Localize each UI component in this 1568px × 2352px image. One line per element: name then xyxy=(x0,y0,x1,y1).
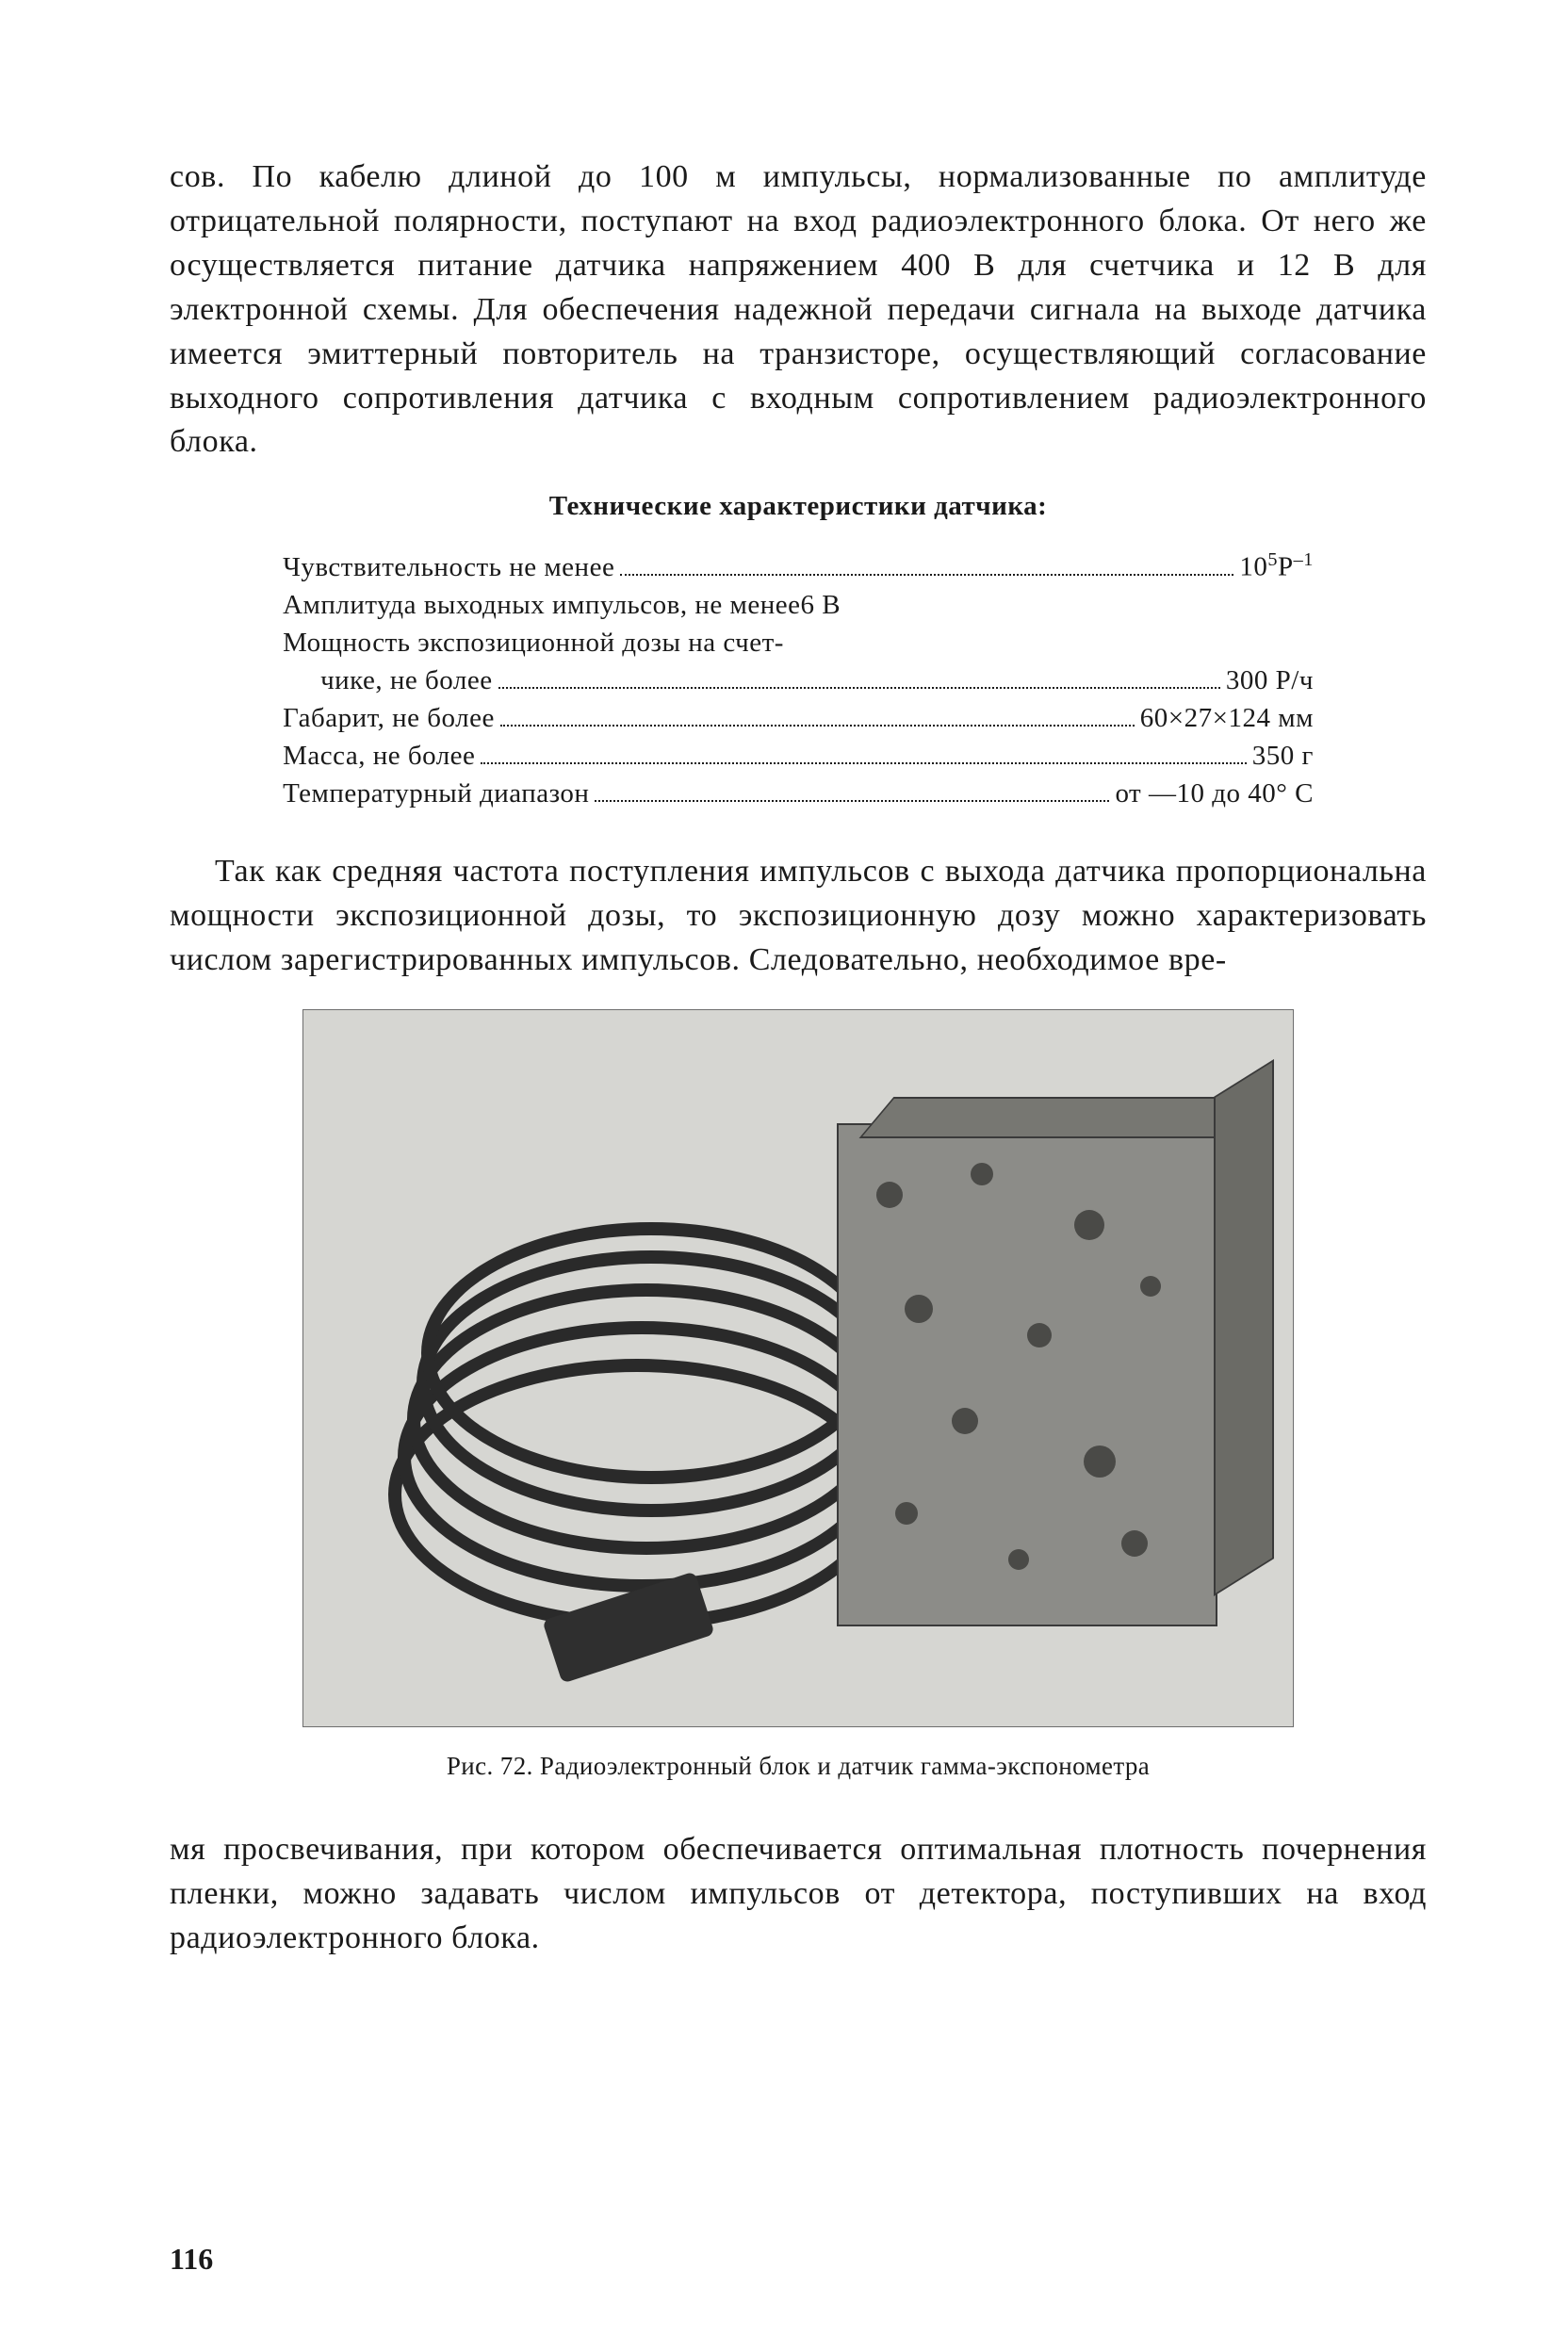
device-box-side xyxy=(1214,1059,1274,1596)
box-spot xyxy=(905,1295,933,1323)
spec-value: 60×27×124 мм xyxy=(1140,699,1314,737)
spec-value: 300 Р/ч xyxy=(1226,662,1314,699)
paragraph-1: сов. По кабелю длиной до 100 м импульсы,… xyxy=(170,155,1427,465)
spec-label: Габарит, не более xyxy=(283,699,495,737)
spec-row: Габарит, не более 60×27×124 мм xyxy=(283,699,1314,737)
box-spot xyxy=(1008,1549,1029,1570)
spec-label: Температурный диапазон xyxy=(283,775,589,812)
spec-label: Масса, не более xyxy=(283,737,475,775)
spec-row: Масса, не более 350 г xyxy=(283,737,1314,775)
paragraph-3: мя просвечивания, при котором обеспечива… xyxy=(170,1828,1427,1961)
specs-table: Чувствительность не менее105Р–1Амплитуда… xyxy=(283,547,1314,812)
spec-row: Амплитуда выходных импульсов, не менее 6… xyxy=(283,586,1314,624)
spec-dots xyxy=(620,552,1233,576)
paragraph-2: Так как средняя частота поступления импу… xyxy=(170,850,1427,983)
box-spot xyxy=(952,1408,978,1434)
page-number: 116 xyxy=(170,2242,213,2277)
coil-ring xyxy=(421,1222,881,1484)
box-spot xyxy=(1140,1276,1161,1297)
spec-label: чике, не более xyxy=(283,662,493,699)
figure-72: Рис. 72. Радиоэлектронный блок и датчик … xyxy=(170,1009,1427,1781)
spec-dots xyxy=(498,665,1220,689)
figure-caption: Рис. 72. Радиоэлектронный блок и датчик … xyxy=(170,1752,1427,1781)
cable-coil xyxy=(388,1227,878,1623)
spec-dots xyxy=(481,741,1246,764)
box-spot xyxy=(1074,1210,1104,1240)
spec-label: Чувствительность не менее xyxy=(283,548,614,586)
spec-value: от —10 до 40° С xyxy=(1115,775,1314,812)
spec-row: Мощность экспозиционной дозы на счет- xyxy=(283,624,1314,662)
device-box-top xyxy=(859,1097,1262,1138)
spec-value: 350 г xyxy=(1252,737,1314,775)
spec-label: Амплитуда выходных импульсов, не менее xyxy=(283,586,800,624)
spec-row: Чувствительность не менее 105Р–1 xyxy=(283,547,1314,586)
box-spot xyxy=(1027,1323,1052,1348)
spec-value: 105Р–1 xyxy=(1239,547,1314,586)
spec-dots xyxy=(500,703,1135,727)
figure-image xyxy=(302,1009,1294,1727)
box-spot xyxy=(1121,1530,1148,1557)
spec-row: чике, не более 300 Р/ч xyxy=(283,662,1314,699)
spec-value: 6 В xyxy=(800,586,841,624)
box-spot xyxy=(876,1182,903,1208)
box-spot xyxy=(895,1502,918,1525)
device-box xyxy=(837,1123,1217,1626)
spec-row: Температурный диапазон от —10 до 40° С xyxy=(283,775,1314,812)
specs-heading: Технические характеристики датчика: xyxy=(170,491,1427,522)
page-content: сов. По кабелю длиной до 100 м импульсы,… xyxy=(170,155,1427,2277)
spec-label: Мощность экспозиционной дозы на счет- xyxy=(283,624,784,662)
spec-dots xyxy=(595,778,1109,802)
box-spot xyxy=(1084,1446,1116,1478)
box-spot xyxy=(971,1163,993,1185)
